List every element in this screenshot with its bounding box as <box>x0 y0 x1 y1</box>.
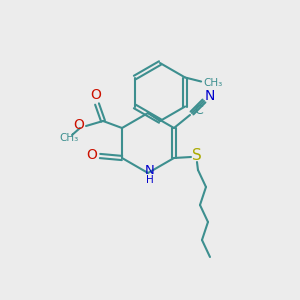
Text: CH₃: CH₃ <box>59 133 79 143</box>
Text: O: O <box>91 88 101 102</box>
Text: N: N <box>145 164 155 176</box>
Text: H: H <box>146 175 154 185</box>
Text: S: S <box>192 148 202 163</box>
Text: C: C <box>194 104 203 118</box>
Text: O: O <box>87 148 98 162</box>
Text: O: O <box>74 118 85 132</box>
Text: N: N <box>205 89 215 103</box>
Text: CH₃: CH₃ <box>203 77 222 88</box>
